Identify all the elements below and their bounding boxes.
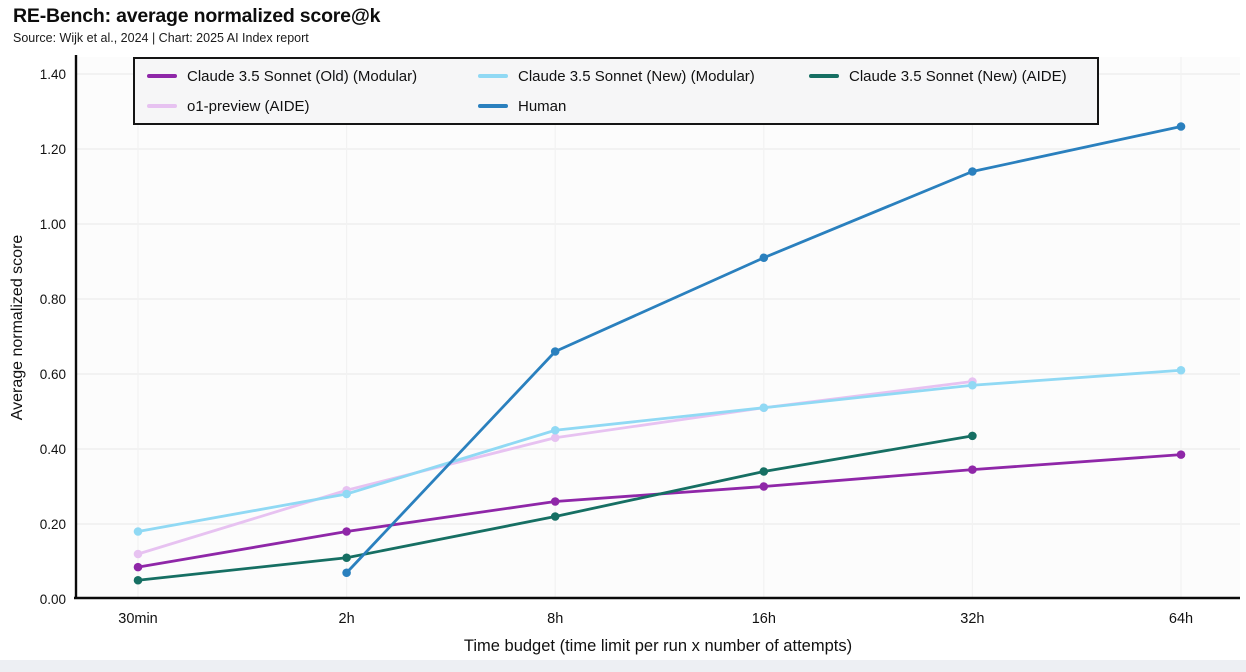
x-tick-label: 30min: [118, 611, 158, 627]
legend-label: Human: [518, 97, 567, 115]
data-point: [968, 167, 977, 176]
data-point: [133, 527, 143, 536]
x-tick-label: 8h: [547, 611, 563, 627]
legend-swatch-icon: [478, 104, 508, 108]
data-point: [550, 425, 560, 435]
x-tick-label: 64h: [1169, 611, 1193, 627]
data-point: [342, 568, 351, 578]
legend-label: Claude 3.5 Sonnet (New) (AIDE): [849, 67, 1067, 85]
legend-label: o1-preview (AIDE): [187, 97, 310, 115]
y-axis-title: Average normalized score: [9, 235, 26, 421]
series-line: [136, 368, 1183, 533]
legend-item: Human: [478, 98, 809, 115]
chart-legend: Claude 3.5 Sonnet (Old) (Modular) Claude …: [133, 57, 1099, 125]
data-point: [550, 497, 560, 506]
data-point: [550, 347, 560, 356]
data-point: [1176, 122, 1186, 131]
x-tick-label: 2h: [339, 611, 355, 627]
legend-item: Claude 3.5 Sonnet (Old) (Modular): [147, 68, 478, 85]
y-tick-label: 0.40: [40, 442, 66, 457]
series-4: [342, 122, 1186, 578]
legend-swatch-icon: [147, 104, 177, 108]
series-2: [133, 431, 977, 585]
data-point: [759, 253, 769, 263]
data-point: [968, 380, 977, 390]
y-tick-label: 1.20: [40, 142, 66, 157]
plot-area: [76, 57, 1240, 598]
data-point: [133, 562, 143, 572]
data-point: [550, 433, 560, 443]
y-tick-label: 0.60: [40, 367, 66, 382]
data-point: [342, 553, 351, 563]
legend-item: Claude 3.5 Sonnet (New) (AIDE): [809, 68, 1085, 85]
legend-swatch-icon: [809, 74, 839, 78]
data-point: [1176, 450, 1186, 459]
data-point: [759, 403, 769, 413]
y-tick-label: 0.80: [40, 292, 66, 307]
y-tick-label: 0.00: [40, 592, 66, 607]
data-point: [342, 527, 351, 536]
x-tick-label: 16h: [752, 611, 776, 627]
page-title: RE-Bench: average normalized score@k: [13, 5, 381, 27]
data-point: [968, 431, 977, 441]
y-tick-label: 0.20: [40, 517, 66, 532]
y-tick-label: 1.40: [40, 67, 66, 82]
data-point: [133, 575, 143, 585]
data-point: [342, 489, 351, 499]
legend-item: Claude 3.5 Sonnet (New) (Modular): [478, 68, 809, 85]
legend-swatch-icon: [478, 74, 508, 78]
legend-swatch-icon: [147, 74, 177, 78]
x-tick-label: 32h: [960, 611, 984, 627]
legend-label: Claude 3.5 Sonnet (Old) (Modular): [187, 67, 418, 85]
data-point: [1176, 365, 1186, 375]
page-subtitle: Source: Wijk et al., 2024 | Chart: 2025 …: [13, 31, 309, 45]
legend-label: Claude 3.5 Sonnet (New) (Modular): [518, 67, 755, 85]
y-tick-label: 1.00: [40, 217, 66, 232]
legend-item: o1-preview (AIDE): [147, 98, 478, 115]
series-1: [133, 365, 1186, 536]
x-axis-title: Time budget (time limit per run x number…: [464, 637, 852, 655]
data-point: [133, 549, 143, 559]
data-point: [759, 467, 769, 476]
data-point: [759, 482, 769, 491]
data-point: [968, 465, 977, 474]
data-point: [550, 512, 560, 521]
bottom-scrollbar-strip: [0, 660, 1246, 672]
